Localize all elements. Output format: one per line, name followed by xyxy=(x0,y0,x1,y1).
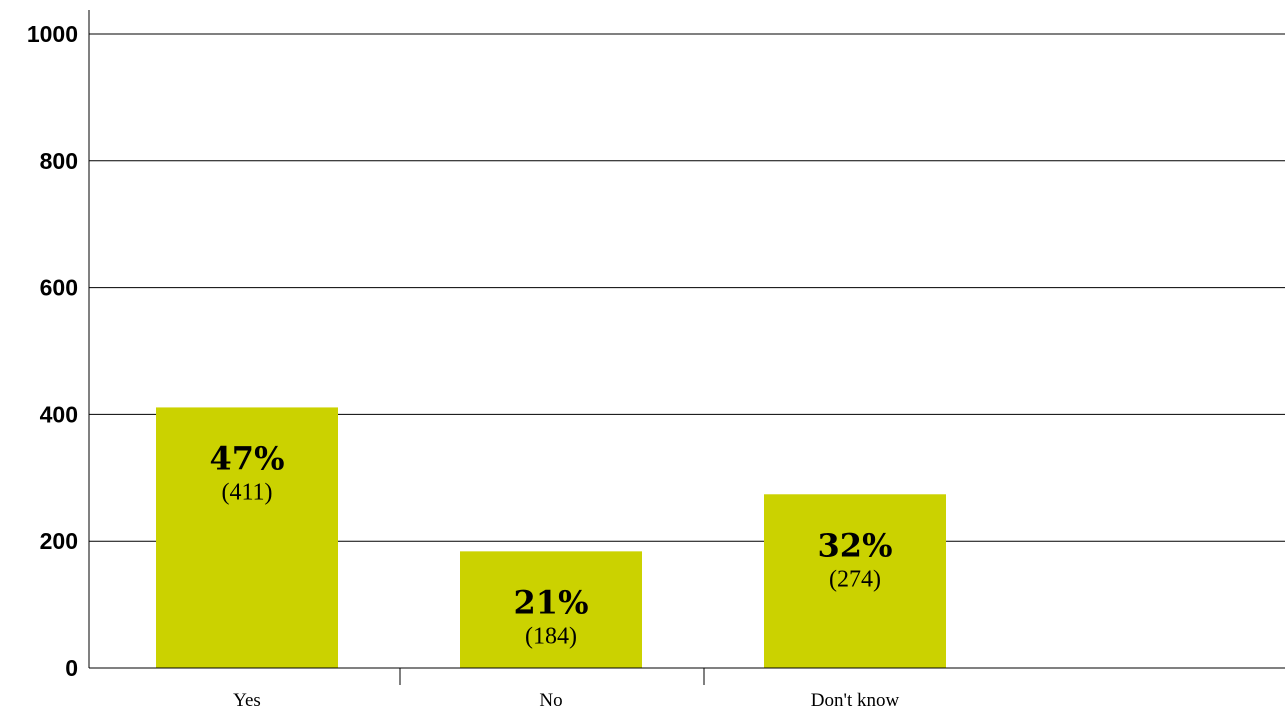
x-tick-label: No xyxy=(539,690,562,709)
bar-yes xyxy=(156,407,338,668)
y-tick-label: 600 xyxy=(40,275,78,301)
bar-percent-label: 32% xyxy=(818,526,893,564)
bar-don-t-know xyxy=(764,494,946,668)
labels: 0 200 400 600 800 1000 47%(411) Yes 21%(184) No 32… xyxy=(27,21,900,709)
bar-percent-label: 47% xyxy=(210,439,285,477)
bar-percent-label: 21% xyxy=(514,583,589,621)
axes xyxy=(88,10,1285,685)
y-tick-label: 400 xyxy=(40,401,78,427)
x-tick-label: Yes xyxy=(233,690,261,709)
bar-no xyxy=(460,551,642,668)
bars xyxy=(156,407,946,668)
bar-count-label: (184) xyxy=(525,623,577,649)
y-tick-label: 800 xyxy=(40,148,78,174)
y-tick-label: 1000 xyxy=(27,21,78,47)
y-tick-label: 200 xyxy=(40,528,78,554)
x-tick-label: Don't know xyxy=(811,690,900,709)
y-tick-label: 0 xyxy=(65,655,78,681)
bar-count-label: (274) xyxy=(829,566,881,592)
bar-count-label: (411) xyxy=(221,479,272,505)
